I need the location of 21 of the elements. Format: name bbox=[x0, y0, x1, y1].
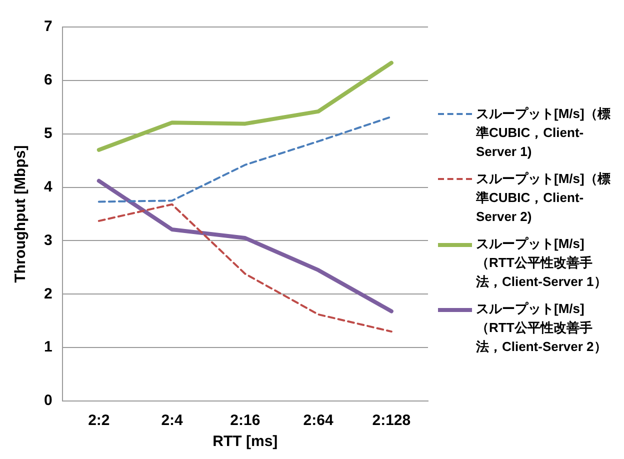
y-tick-label: 1 bbox=[44, 338, 52, 356]
y-tick-label: 4 bbox=[44, 178, 53, 196]
legend-label: スループット[M/s]（標準CUBIC，Client-Server 2) bbox=[476, 170, 612, 226]
legend-label: スループット[M/s]（標準CUBIC，Client-Server 1) bbox=[476, 104, 612, 160]
y-tick-label: 2 bbox=[44, 285, 52, 302]
y-tick-label: 5 bbox=[44, 125, 52, 142]
line-series bbox=[98, 203, 392, 333]
legend-label: スループット[M/s]（RTT公平性改善手法，Client-Server 1） bbox=[476, 234, 608, 290]
y-tick-label: 3 bbox=[44, 232, 52, 249]
x-tick-label: 2:128 bbox=[372, 412, 411, 430]
x-axis-title: RTT [ms] bbox=[212, 433, 278, 450]
line-series bbox=[98, 116, 392, 203]
y-tick-label: 0 bbox=[44, 392, 52, 410]
y-tick-label: 7 bbox=[44, 18, 52, 36]
y-axis-title: Throughput [Mbps] bbox=[12, 145, 30, 283]
x-tick-label: 2:2 bbox=[88, 412, 110, 430]
y-tick-label: 6 bbox=[44, 72, 52, 89]
legend-label: スループット[M/s]（RTT公平性改善手法，Client-Server 2） bbox=[476, 300, 608, 356]
x-tick-label: 2:64 bbox=[303, 412, 334, 430]
x-tick-label: 2:16 bbox=[230, 412, 260, 430]
x-tick-label: 2:4 bbox=[161, 412, 184, 430]
